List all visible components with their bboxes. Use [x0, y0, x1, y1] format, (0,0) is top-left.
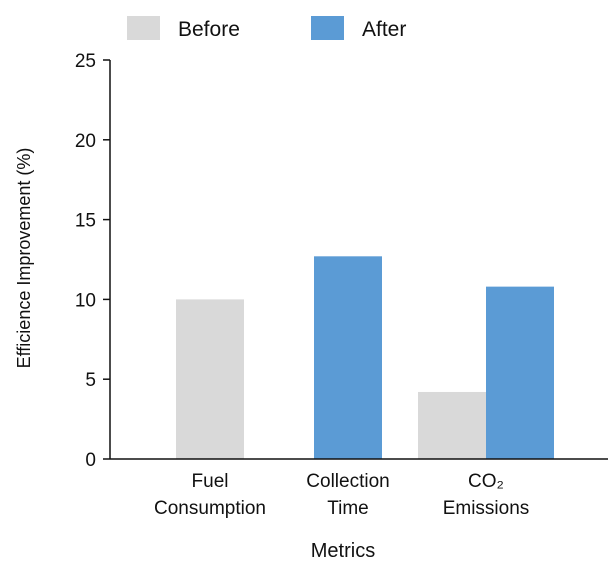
x-tick-label: Fuel [192, 471, 229, 492]
legend-label-before: Before [178, 18, 240, 41]
bars [176, 256, 554, 459]
x-categories: Fuel Consumption Collection Time CO₂ Emission… [154, 471, 529, 519]
y-axis-title: Efficience Improvement (%) [14, 148, 34, 369]
bar-before [418, 391, 486, 459]
x-tick-label: CO₂ [468, 471, 504, 492]
bar-after [486, 286, 554, 459]
y-tick-label: 5 [85, 370, 96, 391]
legend-swatch-before [127, 16, 160, 40]
x-tick-label: Emissions [443, 498, 530, 519]
axes [109, 60, 608, 460]
x-tick-label: Collection [306, 471, 389, 492]
legend: Before After [127, 16, 406, 41]
legend-label-after: After [362, 18, 406, 41]
y-tick-label: 10 [75, 290, 96, 311]
y-tick-label: 0 [85, 450, 96, 471]
x-tick-label: Consumption [154, 498, 266, 519]
bar-after [314, 256, 382, 459]
x-axis-title: Metrics [311, 540, 375, 561]
x-tick-label: Time [327, 498, 369, 519]
y-tick-label: 15 [75, 211, 96, 232]
y-tick-label: 20 [75, 131, 96, 152]
legend-swatch-after [311, 16, 344, 40]
bar-before [176, 299, 244, 459]
y-tick-label: 25 [75, 51, 96, 72]
y-ticks: 0 5 10 15 20 25 [75, 51, 110, 471]
